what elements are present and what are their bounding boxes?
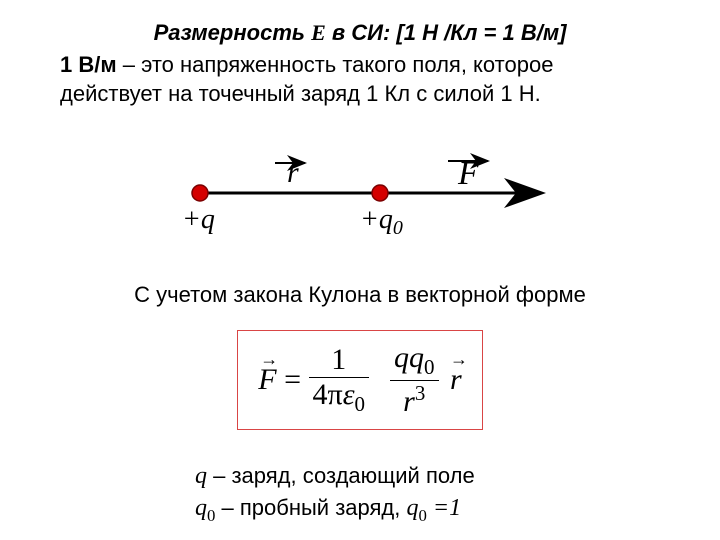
q-label: +q <box>182 204 215 235</box>
formula-eq: = <box>284 363 308 396</box>
f-label: F <box>457 155 480 192</box>
frac1: 1 4πε0 <box>309 343 369 417</box>
def-rest: – это напряженность такого поля, которое… <box>60 52 553 107</box>
q0-label: +q0 <box>360 204 403 239</box>
legend-q0-text: – пробный заряд, <box>215 495 406 520</box>
legend-q: q <box>195 463 207 489</box>
formula-container: → F = 1 4πε0 qq0 r3 → r <box>0 330 720 430</box>
charge-q <box>192 185 208 201</box>
title-prefix: Размерность <box>154 20 312 45</box>
charge-q0 <box>372 185 388 201</box>
r-label: r <box>287 156 299 189</box>
coulomb-text: С учетом закона Кулона в векторной форме <box>0 280 720 310</box>
title-line: Размерность E в СИ: [1 Н /Кл = 1 В/м] 1 … <box>60 18 660 109</box>
legend: q – заряд, создающий поле q0 – пробный з… <box>195 460 475 528</box>
title-var: E <box>311 20 326 45</box>
title-suffix: в СИ: [1 Н /Кл = 1 В/м] <box>326 20 567 45</box>
vector-diagram: r F +q +q0 <box>150 138 570 248</box>
legend-q0: q0 <box>195 495 215 521</box>
frac2: qq0 r3 <box>390 341 439 419</box>
def-bold: 1 В/м <box>60 52 117 77</box>
legend-q-text: – заряд, создающий поле <box>207 463 475 488</box>
coulomb-formula: → F = 1 4πε0 qq0 r3 → r <box>237 330 482 430</box>
